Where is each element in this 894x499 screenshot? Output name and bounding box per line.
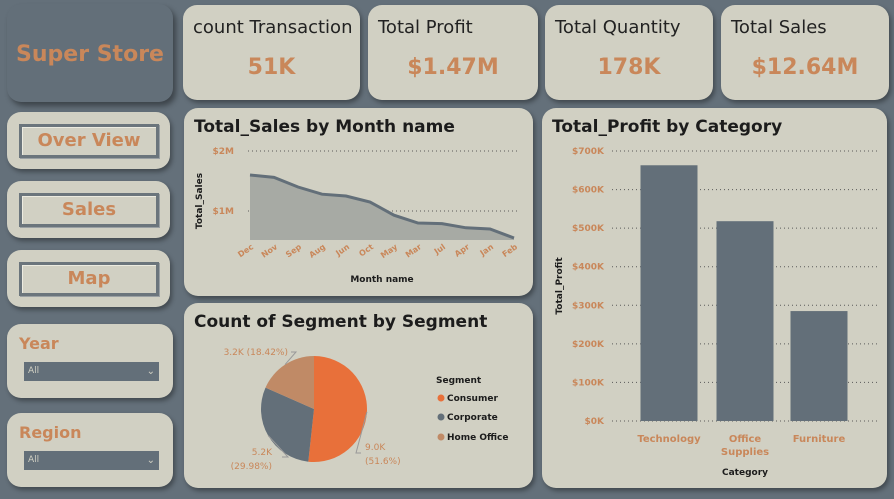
bar-ytick: $0K (585, 417, 606, 427)
pie-slice-home-office[interactable] (265, 356, 314, 409)
xtick-apr: Apr (453, 242, 471, 259)
kpi-value: 51K (247, 55, 296, 80)
kpi-card-total-sales: Total Sales $12.64M (721, 5, 889, 100)
overview-button[interactable]: Over View (19, 124, 159, 158)
bar-category-label: Office (729, 434, 762, 445)
nav-card-sales: Sales (7, 181, 170, 238)
legend-home-office: Home Office (447, 433, 508, 443)
year-slicer: Year All ⌄ (7, 324, 173, 398)
xtick-sep: Sep (284, 242, 303, 259)
bar-category-label: Furniture (793, 434, 846, 445)
pie-label-consumer-pct: (51.6%) (365, 457, 401, 467)
pie-label-consumer-value: 9.0K (365, 443, 386, 453)
sales-line (249, 173, 515, 240)
pie-slice-corporate[interactable] (261, 387, 314, 462)
brand-card: Super Store (7, 4, 173, 102)
bar-category-label: Supplies (721, 447, 769, 458)
region-label: Region (19, 423, 82, 442)
x-axis-label: Month name (350, 275, 413, 285)
bar-office-supplies[interactable] (716, 221, 774, 421)
bar-technology[interactable] (640, 165, 698, 421)
year-label: Year (19, 334, 59, 353)
legend-consumer-marker (437, 394, 445, 402)
xtick-dec: Dec (236, 242, 255, 259)
sales-button[interactable]: Sales (19, 193, 159, 227)
bar-category-label: Technology (637, 434, 701, 445)
bar-ytick: $100K (572, 378, 605, 388)
xtick-jul: Jul (432, 242, 448, 257)
profit-by-category-card: Total_Profit by Category $0K $100K $200K $3… (542, 108, 887, 488)
chevron-down-icon: ⌄ (146, 366, 155, 377)
pie-label-corporate-pct: (29.98%) (231, 462, 272, 472)
kpi-label: Total Sales (731, 17, 827, 38)
xtick-mar: Mar (404, 242, 423, 259)
legend-consumer: Consumer (447, 394, 498, 404)
profit-by-category-chart: $0K $100K $200K $300K $400K $500K $600K $700K T… (555, 147, 877, 478)
bar-furniture[interactable] (790, 311, 848, 421)
nav-card-overview: Over View (7, 112, 170, 169)
pie-leader-consumer (355, 411, 368, 454)
xtick-may: May (379, 242, 400, 260)
kpi-card-total-quantity: Total Quantity 178K (545, 5, 713, 100)
bar-ytick: $300K (572, 301, 605, 311)
pie-slice-consumer[interactable] (308, 356, 367, 462)
segment-title: Count of Segment by Segment (194, 312, 488, 332)
ytick-1m: $1M (213, 207, 235, 217)
map-button[interactable]: Map (19, 262, 159, 296)
kpi-card-count-transaction: count Transaction 51K (183, 5, 360, 100)
segment-card: Count of Segment by Segment 9.0K (51.6%) 5… (184, 303, 533, 488)
nav-card-map: Map (7, 250, 170, 307)
xtick-nov: Nov (260, 242, 280, 260)
xtick-jun: Jun (333, 242, 351, 258)
pie-leader-corporate (267, 435, 290, 458)
bar-x-axis-label: Category (722, 468, 768, 478)
bar-y-axis-label: Total_Profit (555, 257, 565, 315)
region-selected-value: All (28, 455, 40, 465)
segment-pie-chart: 9.0K (51.6%) 5.2K (29.98%) 3.2K (18.42%) Seg… (224, 348, 509, 472)
legend-corporate-marker (437, 413, 445, 421)
legend-corporate: Corporate (447, 413, 498, 423)
xtick-feb: Feb (501, 242, 520, 259)
pie-leader-home-office (284, 351, 298, 365)
kpi-value: $12.64M (751, 55, 859, 80)
kpi-value: $1.47M (407, 55, 499, 80)
chevron-down-icon: ⌄ (146, 455, 155, 466)
legend-title: Segment (436, 376, 482, 386)
bar-ytick: $200K (572, 340, 605, 350)
xtick-aug: Aug (308, 242, 328, 260)
bar-ytick: $600K (572, 186, 605, 196)
kpi-card-total-profit: Total Profit $1.47M (368, 5, 538, 100)
sales-by-month-card: Total_Sales by Month name $1M $2M Total_… (184, 108, 533, 296)
pie-label-corporate-value: 5.2K (252, 448, 273, 458)
ytick-2m: $2M (213, 147, 235, 157)
xtick-jan: Jan (478, 242, 496, 258)
legend-home-office-marker (437, 433, 445, 441)
bar-ytick: $400K (572, 263, 605, 273)
sales-area-fill (250, 175, 514, 240)
y-axis-label: Total_Sales (195, 173, 205, 229)
sales-by-month-chart: $1M $2M Total_Sales Month name Dec Nov Sep… (195, 147, 520, 285)
kpi-label: Total Profit (378, 17, 473, 38)
region-dropdown[interactable]: All ⌄ (24, 451, 159, 470)
year-selected-value: All (28, 366, 40, 376)
kpi-label: count Transaction (193, 17, 353, 38)
sales-by-month-title: Total_Sales by Month name (194, 117, 455, 137)
profit-by-category-title: Total_Profit by Category (552, 117, 783, 137)
bar-ytick: $700K (572, 147, 605, 157)
xtick-oct: Oct (357, 242, 375, 258)
year-dropdown[interactable]: All ⌄ (24, 362, 159, 381)
pie-label-home-office: 3.2K (18.42%) (224, 348, 288, 358)
kpi-label: Total Quantity (555, 17, 681, 38)
bar-ytick: $500K (572, 224, 605, 234)
region-slicer: Region All ⌄ (7, 413, 173, 487)
brand-title: Super Store (16, 42, 164, 67)
kpi-value: 178K (597, 55, 661, 80)
